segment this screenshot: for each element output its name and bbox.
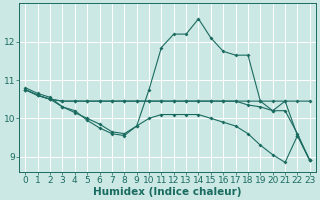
X-axis label: Humidex (Indice chaleur): Humidex (Indice chaleur) bbox=[93, 187, 242, 197]
